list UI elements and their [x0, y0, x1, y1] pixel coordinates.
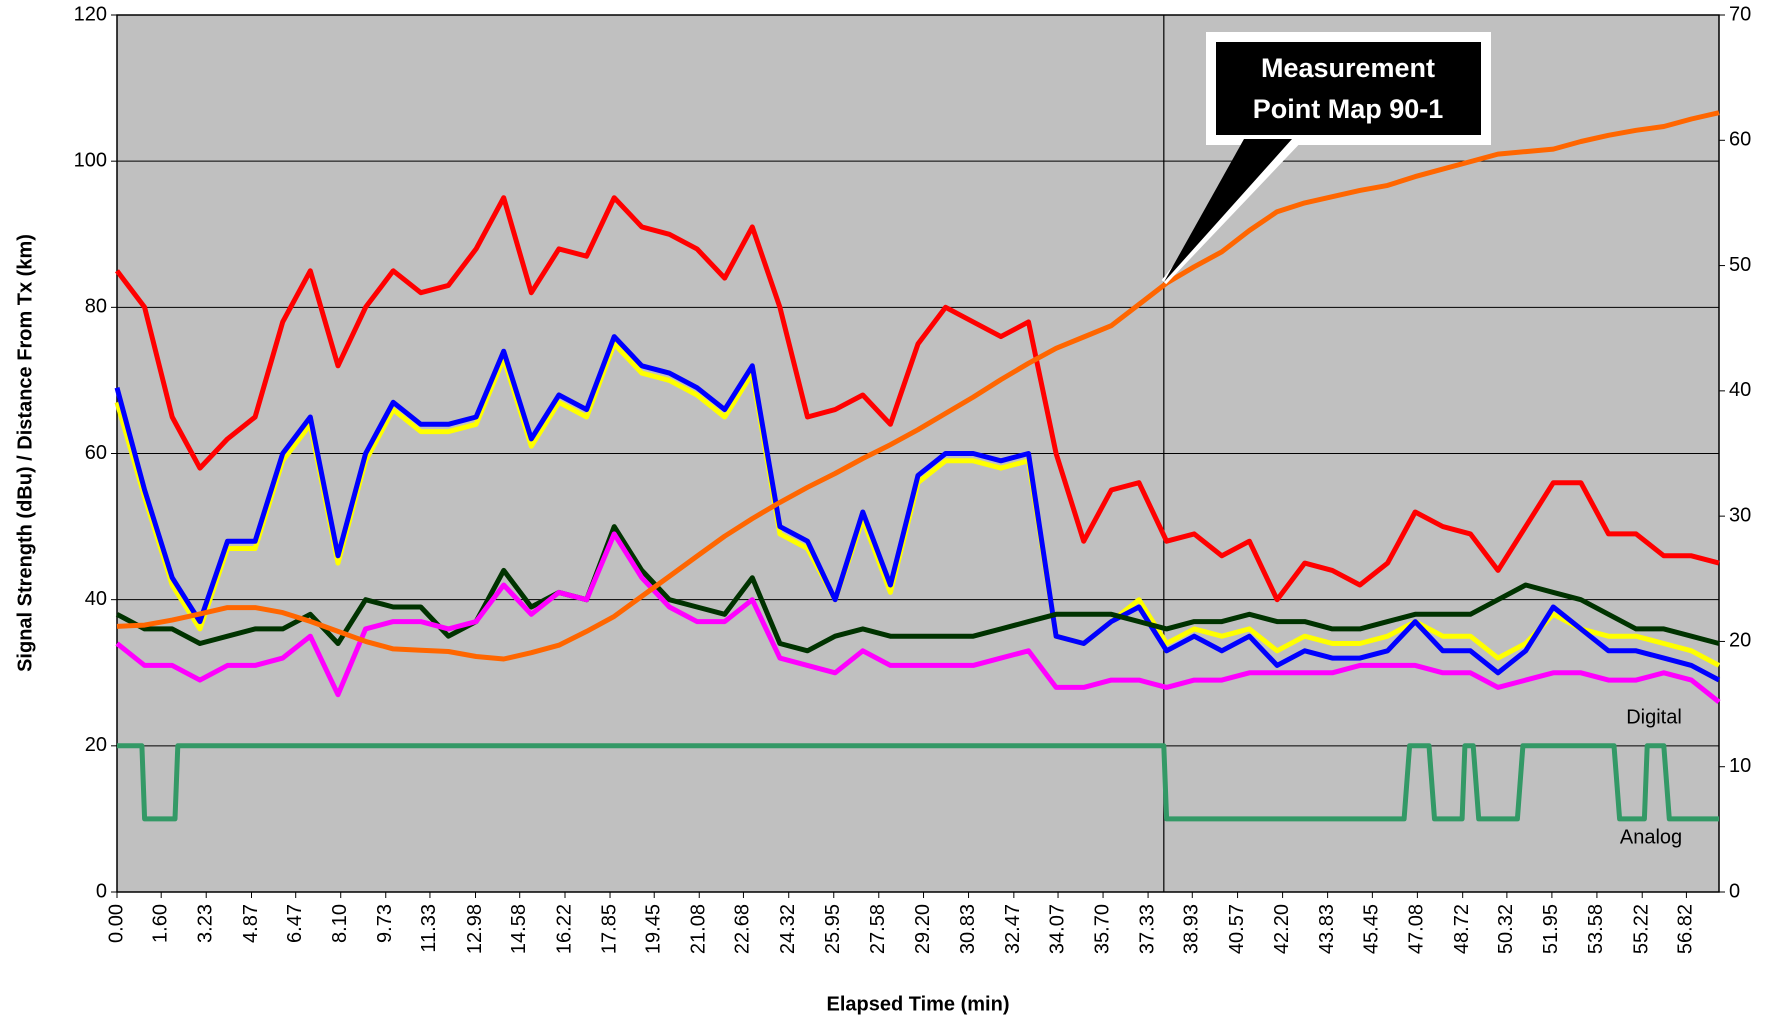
x-tick-label: 9.73: [374, 904, 396, 943]
y2-tick-label: 0: [1729, 880, 1740, 902]
x-tick-label: 0.00: [105, 904, 127, 943]
y2-tick-label: 20: [1729, 630, 1751, 652]
x-tick-label: 40.57: [1226, 904, 1248, 954]
x-tick-label: 30.83: [957, 904, 979, 954]
series-line: [117, 743, 1719, 822]
x-tick-label: 47.08: [1406, 904, 1428, 954]
y2-tick-label: 10: [1729, 755, 1751, 777]
y-tick-label: 60: [85, 442, 107, 464]
series-line: [116, 110, 1720, 662]
analog-label: Analog: [1620, 826, 1682, 848]
y-tick-label: 100: [74, 149, 107, 171]
x-tick-label: 50.32: [1495, 904, 1517, 954]
x-tick-label: 21.08: [688, 904, 710, 954]
y-tick-label: 40: [85, 588, 107, 610]
x-tick-label: 43.83: [1316, 904, 1338, 954]
x-tick-label: 17.85: [598, 904, 620, 954]
x-tick-label: 8.10: [329, 904, 351, 943]
x-tick-label: 16.22: [553, 904, 575, 954]
x-tick-label: 6.47: [284, 904, 306, 943]
x-tick-label: 27.58: [867, 904, 889, 954]
callout-text: Point Map 90-1: [1253, 94, 1444, 124]
x-tick-label: 4.87: [240, 904, 262, 943]
y2-tick-label: 50: [1729, 254, 1751, 276]
callout-pointer-fill: [1164, 139, 1292, 282]
y2-tick-label: 30: [1729, 504, 1751, 526]
y-tick-label: 0: [96, 880, 107, 902]
x-tick-label: 34.07: [1046, 904, 1068, 954]
x-tick-label: 22.68: [732, 904, 754, 954]
x-tick-label: 24.32: [777, 904, 799, 954]
x-tick-label: 14.58: [508, 904, 530, 954]
y2-tick-label: 60: [1729, 129, 1751, 151]
x-tick-label: 55.22: [1630, 904, 1652, 954]
x-tick-label: 29.20: [912, 904, 934, 954]
x-tick-label: 45.45: [1361, 904, 1383, 954]
y-tick-label: 20: [85, 734, 107, 756]
x-tick-label: 42.20: [1271, 904, 1293, 954]
digital-label: Digital: [1626, 706, 1682, 728]
y-tick-label: 120: [74, 3, 107, 25]
y-tick-label: 80: [85, 296, 107, 318]
x-tick-label: 48.72: [1451, 904, 1473, 954]
y2-tick-label: 40: [1729, 379, 1751, 401]
x-tick-label: 53.58: [1585, 904, 1607, 954]
x-tick-label: 56.82: [1675, 904, 1697, 954]
x-tick-label: 25.95: [822, 904, 844, 954]
series-line: [115, 524, 1720, 654]
callout-text: Measurement: [1261, 53, 1435, 83]
x-tick-label: 38.93: [1181, 904, 1203, 954]
y2-tick-label: 70: [1729, 3, 1751, 25]
x-tick-label: 32.47: [1002, 904, 1024, 954]
callout-box: [1216, 42, 1481, 135]
y-axis-title: Signal Strength (dBu) / Distance From Tx…: [14, 234, 36, 672]
x-tick-label: 51.95: [1540, 904, 1562, 954]
series-line: [115, 531, 1721, 704]
x-tick-label: 1.60: [149, 904, 171, 943]
series-line: [114, 334, 1721, 683]
x-tick-label: 11.33: [418, 904, 440, 953]
x-tick-label: 3.23: [194, 904, 216, 943]
x-tick-label: 19.45: [643, 904, 665, 954]
x-tick-label: 37.33: [1136, 904, 1158, 954]
series-line: [115, 195, 1720, 603]
x-tick-label: 35.70: [1091, 904, 1113, 954]
x-tick-label: 12.98: [464, 904, 486, 954]
x-axis-title: Elapsed Time (min): [826, 993, 1009, 1015]
